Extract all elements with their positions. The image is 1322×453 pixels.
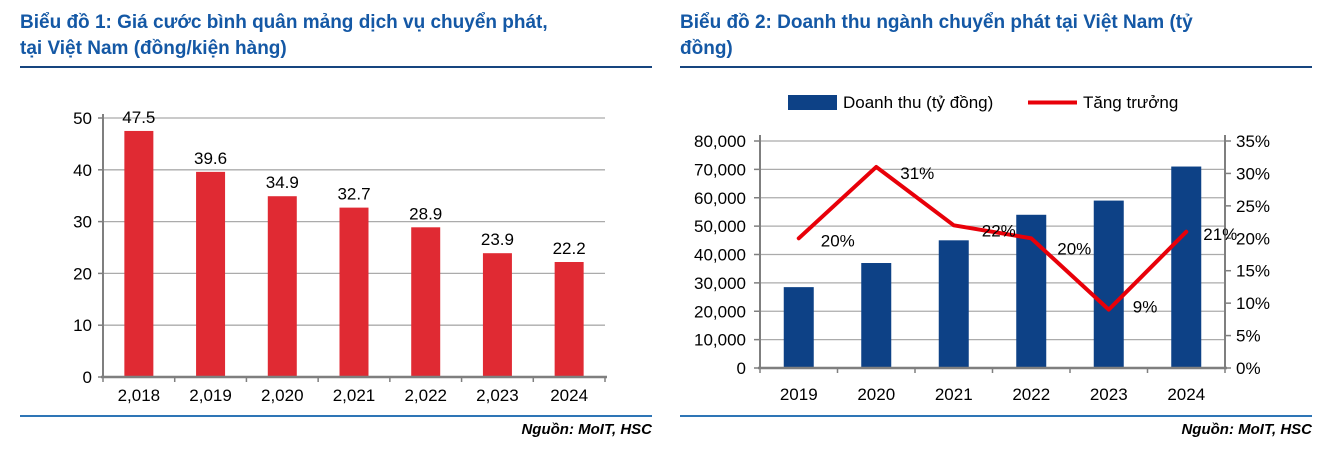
x-tick-label: 2,018 (118, 386, 161, 405)
y-tick-label: 10 (73, 316, 92, 335)
legend-label-bar: Doanh thu (tỷ đồng) (843, 93, 993, 112)
bar (411, 227, 441, 377)
x-tick-label: 2024 (1167, 385, 1205, 404)
line-point-label: 31% (900, 164, 934, 183)
bar (1093, 200, 1124, 368)
bar (124, 130, 154, 377)
y-tick-label-left: 0 (737, 359, 746, 378)
y-tick-label: 40 (73, 161, 92, 180)
chart-panel-2: Biểu đồ 2: Doanh thu ngành chuyển phát t… (680, 10, 1312, 68)
x-tick-label: 2,020 (261, 386, 304, 405)
bar-value-label: 23.9 (481, 230, 514, 249)
x-tick-label: 2024 (550, 386, 588, 405)
y-tick-label-left: 10,000 (694, 331, 746, 350)
bar-value-label: 47.5 (122, 108, 155, 127)
y-tick-label: 30 (73, 213, 92, 232)
bar (938, 240, 969, 368)
y-tick-label-right: 20% (1236, 229, 1270, 248)
y-tick-label-left: 80,000 (694, 132, 746, 151)
growth-line (796, 164, 1189, 312)
chart-1-canvas: 47.5 39.6 34.9 32.7 28.9 23.9 22.2 0 10 20 30 40 50 2… (73, 108, 607, 405)
bar-value-label: 34.9 (266, 173, 299, 192)
y-tick-label-left: 70,000 (694, 160, 746, 179)
x-tick-label: 2021 (935, 385, 973, 404)
source-divider (20, 415, 652, 417)
x-tick-label: 2,021 (333, 386, 376, 405)
legend-swatch-bar (788, 95, 837, 110)
source-label: Nguồn: MoIT, HSC (521, 421, 652, 438)
y-tick-label-left: 60,000 (694, 189, 746, 208)
x-tick-label: 2,019 (189, 386, 232, 405)
y-tick-label-left: 30,000 (694, 274, 746, 293)
y-tick-label-right: 30% (1236, 164, 1270, 183)
line-point-label: 9% (1133, 298, 1158, 317)
legend-label-line: Tăng trưởng (1083, 93, 1178, 112)
bar (861, 263, 892, 368)
line-point-label: 20% (1057, 239, 1091, 258)
x-tick-label: 2023 (1090, 385, 1128, 404)
y-tick-label-right: 10% (1236, 294, 1270, 313)
source-label: Nguồn: MoIT, HSC (1181, 421, 1312, 438)
source-divider (680, 415, 1312, 417)
line-point-label: 22% (982, 221, 1016, 240)
y-tick-label-right: 5% (1236, 327, 1261, 346)
bar (554, 262, 584, 377)
y-tick-label-left: 50,000 (694, 217, 746, 236)
bar (196, 171, 226, 377)
bar-value-label: 28.9 (409, 204, 442, 223)
chart-1-title-block: Biểu đồ 1: Giá cước bình quân mảng dịch … (20, 10, 652, 68)
y-tick-label-right: 15% (1236, 262, 1270, 281)
bar (482, 253, 512, 377)
chart-panel-1: Biểu đồ 1: Giá cước bình quân mảng dịch … (20, 10, 652, 68)
chart-2-title: Biểu đồ 2: Doanh thu ngành chuyển phát t… (680, 12, 1193, 59)
bar (339, 207, 369, 377)
x-tick-label: 2022 (1012, 385, 1050, 404)
y-tick-label-right: 0% (1236, 359, 1261, 378)
y-tick-label-left: 20,000 (694, 302, 746, 321)
y-tick-label-right: 25% (1236, 197, 1270, 216)
bar-value-label: 39.6 (194, 149, 227, 168)
chart-1-title: Biểu đồ 1: Giá cước bình quân mảng dịch … (20, 12, 548, 59)
bar (1171, 166, 1202, 368)
y-tick-label-left: 40,000 (694, 246, 746, 265)
x-tick-label: 2,023 (476, 386, 519, 405)
line-point-label: 20% (821, 231, 855, 250)
line-point-label: 21% (1203, 225, 1237, 244)
chart-2-title-block: Biểu đồ 2: Doanh thu ngành chuyển phát t… (680, 10, 1312, 68)
bar (267, 196, 297, 377)
bar-value-label: 32.7 (337, 185, 370, 204)
y-tick-label: 0 (83, 368, 92, 387)
y-tick-label-right: 35% (1236, 132, 1270, 151)
x-tick-label: 2019 (780, 385, 818, 404)
y-tick-label: 50 (73, 109, 92, 128)
chart-2-canvas: Doanh thu (tỷ đồng) Tăng trưởng 0 10,000 20,… (694, 93, 1270, 404)
x-tick-label: 2,022 (404, 386, 447, 405)
bar (783, 287, 814, 368)
y-tick-label: 20 (73, 264, 92, 283)
bar-value-label: 22.2 (553, 239, 586, 258)
x-tick-label: 2020 (857, 385, 895, 404)
